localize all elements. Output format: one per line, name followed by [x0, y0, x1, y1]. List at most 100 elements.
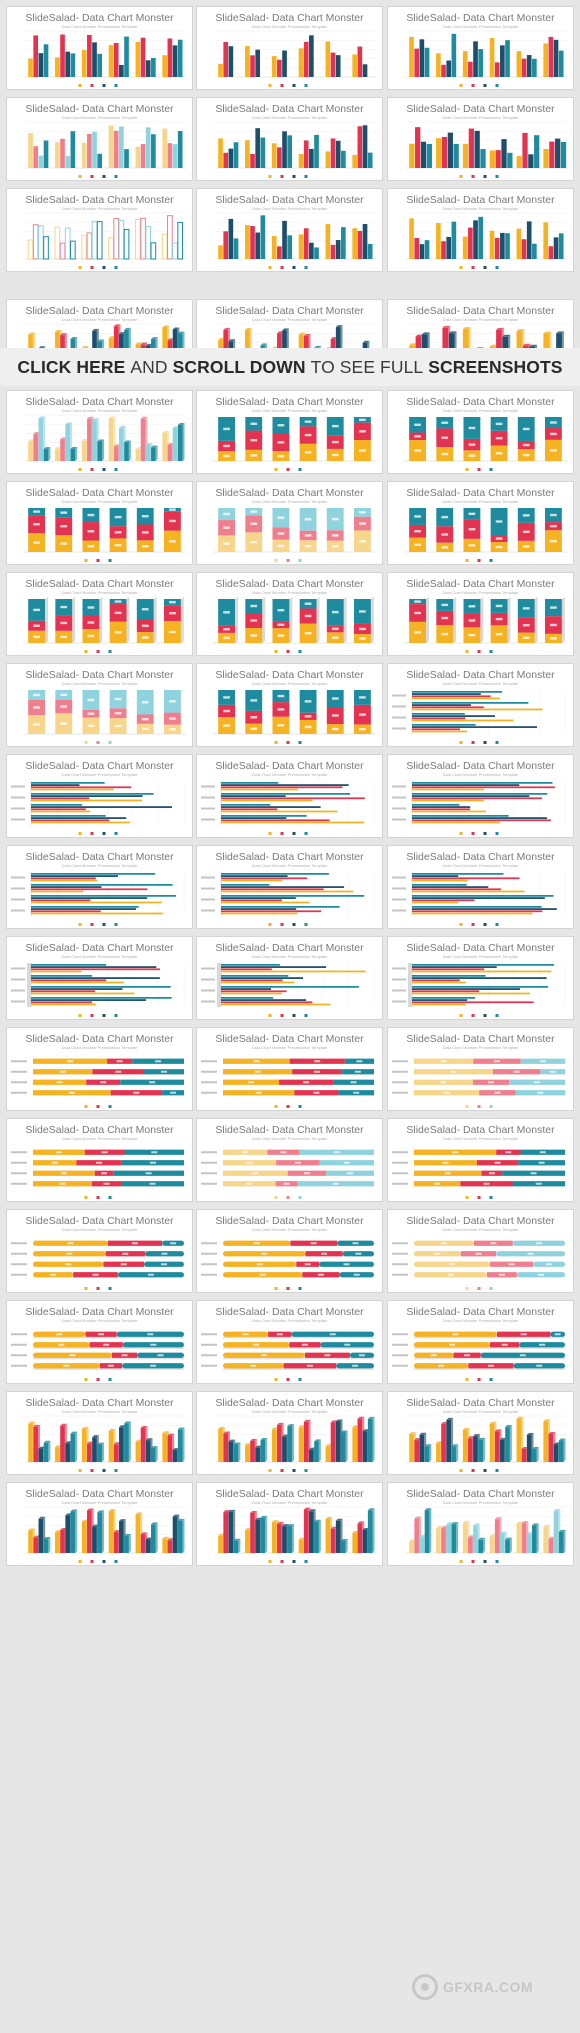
chart-bar	[150, 242, 157, 260]
chart-bar	[221, 877, 308, 880]
chart-bar	[409, 218, 414, 259]
chart-bar	[495, 150, 501, 168]
chart-bar	[412, 990, 480, 993]
slide-thumbnail[interactable]: SlideSalad- Data Chart Monster Data Chart…	[387, 1027, 574, 1111]
chart-bar	[151, 57, 156, 77]
slide-thumbnail[interactable]: SlideSalad- Data Chart Monster Data Chart…	[6, 754, 193, 838]
slide-thumbnail[interactable]: SlideSalad- Data Chart Monster Data Chart…	[387, 188, 574, 272]
slide-thumbnail[interactable]: SlideSalad- Data Chart Monster Data Chart…	[387, 6, 574, 90]
chart-bar	[314, 247, 319, 259]
slide-thumbnail[interactable]: SlideSalad- Data Chart Monster Data Chart…	[6, 663, 193, 747]
slide-thumbnail[interactable]: SlideSalad- Data Chart Monster Data Chart…	[196, 845, 383, 929]
slide-thumbnail[interactable]: SlideSalad- Data Chart Monster Data Chart…	[6, 188, 193, 272]
slide-thumbnail[interactable]: SlideSalad- Data Chart Monster Data Chart…	[6, 1209, 193, 1293]
slide-thumbnail[interactable]: SlideSalad- Data Chart Monster Data Chart…	[6, 6, 193, 90]
thumbnail-chart	[215, 1415, 376, 1472]
slide-thumbnail[interactable]: SlideSalad- Data Chart Monster Data Chart…	[6, 936, 193, 1020]
thumbnail-subtitle: Data Chart Monster Presentation Template	[61, 24, 138, 29]
slide-thumbnail[interactable]: SlideSalad- Data Chart Monster Data Chart…	[196, 1300, 383, 1384]
slide-thumbnail[interactable]: SlideSalad- Data Chart Monster Data Chart…	[196, 1391, 383, 1475]
slide-thumbnail[interactable]: SlideSalad- Data Chart Monster Data Chart…	[387, 936, 574, 1020]
slide-thumbnail[interactable]: SlideSalad- Data Chart Monster Data Chart…	[6, 97, 193, 181]
chart-bar	[113, 446, 119, 461]
chart-bar	[221, 901, 310, 904]
slide-thumbnail[interactable]: SlideSalad- Data Chart Monster Data Chart…	[6, 481, 193, 565]
thumbnail-chart	[11, 1240, 184, 1290]
banner-and: AND	[130, 356, 168, 377]
slide-thumbnail[interactable]: SlideSalad- Data Chart Monster Data Chart…	[6, 1300, 193, 1384]
slide-thumbnail[interactable]: SlideSalad- Data Chart Monster Data Chart…	[196, 572, 383, 656]
scroll-banner[interactable]: CLICK HERE AND SCROLL DOWN TO SEE FULL S…	[0, 348, 580, 386]
chart-bar	[412, 799, 484, 802]
slide-thumbnail[interactable]: SlideSalad- Data Chart Monster Data Chart…	[196, 390, 383, 474]
slide-thumbnail[interactable]: SlideSalad- Data Chart Monster Data Chart…	[196, 754, 383, 838]
chart-bar	[113, 1444, 119, 1462]
chart-bar	[223, 1433, 229, 1462]
chart-bar	[221, 784, 349, 786]
chart-bar	[31, 966, 157, 968]
slide-thumbnail[interactable]: SlideSalad- Data Chart Monster Data Chart…	[6, 1118, 193, 1202]
slide-thumbnail[interactable]: SlideSalad- Data Chart Monster Data Chart…	[387, 1209, 574, 1293]
chart-bar	[409, 1434, 414, 1462]
chart-bar	[31, 897, 148, 899]
slide-thumbnail[interactable]: SlideSalad- Data Chart Monster Data Chart…	[387, 1118, 574, 1202]
thumbnail-title: SlideSalad- Data Chart Monster	[25, 487, 174, 499]
chart-bar	[31, 817, 127, 819]
slide-thumbnail[interactable]: SlideSalad- Data Chart Monster Data Chart…	[387, 572, 574, 656]
slide-thumbnail[interactable]: SlideSalad- Data Chart Monster Data Chart…	[196, 188, 383, 272]
slide-thumbnail[interactable]: SlideSalad- Data Chart Monster Data Chart…	[6, 1482, 193, 1566]
chart-bar	[352, 1532, 358, 1553]
chart-bar	[309, 1511, 314, 1553]
slide-thumbnail[interactable]: SlideSalad- Data Chart Monster Data Chart…	[196, 1118, 383, 1202]
slide-thumbnail[interactable]: SlideSalad- Data Chart Monster Data Chart…	[196, 481, 383, 565]
chart-bar	[221, 793, 350, 795]
chart-bar	[412, 728, 461, 731]
chart-bar	[412, 979, 460, 982]
chart-bar	[65, 424, 71, 461]
chart-bar	[412, 719, 514, 722]
chart-bar	[412, 908, 557, 910]
slide-thumbnail[interactable]: SlideSalad- Data Chart Monster Data Chart…	[6, 845, 193, 929]
chart-bar	[31, 968, 160, 971]
slide-thumbnail[interactable]: SlideSalad- Data Chart Monster Data Chart…	[196, 97, 383, 181]
slide-thumbnail[interactable]: SlideSalad- Data Chart Monster Data Chart…	[387, 1300, 574, 1384]
slide-thumbnail[interactable]: SlideSalad- Data Chart Monster Data Chart…	[387, 663, 574, 747]
chart-bar	[172, 428, 178, 461]
slide-thumbnail[interactable]: SlideSalad- Data Chart Monster Data Chart…	[6, 1391, 193, 1475]
slide-thumbnail[interactable]: SlideSalad- Data Chart Monster Data Chart…	[196, 6, 383, 90]
slide-thumbnail[interactable]: SlideSalad- Data Chart Monster Data Chart…	[387, 754, 574, 838]
thumbnail-chart	[25, 1415, 186, 1472]
chart-bar	[325, 224, 331, 259]
chart-bar	[113, 218, 120, 260]
slide-thumbnail[interactable]: SlideSalad- Data Chart Monster Data Chart…	[387, 97, 574, 181]
slide-thumbnail[interactable]: SlideSalad- Data Chart Monster Data Chart…	[196, 1482, 383, 1566]
thumbnail-subtitle: Data Chart Monster Presentation Template	[251, 863, 328, 868]
slide-thumbnail[interactable]: SlideSalad- Data Chart Monster Data Chart…	[196, 1027, 383, 1111]
chart-bar	[221, 981, 295, 984]
slide-thumbnail[interactable]: SlideSalad- Data Chart Monster Data Chart…	[387, 390, 574, 474]
slide-thumbnail[interactable]: SlideSalad- Data Chart Monster Data Chart…	[387, 1482, 574, 1566]
chart-bar	[31, 797, 90, 800]
slide-thumbnail[interactable]: SlideSalad- Data Chart Monster Data Chart…	[6, 1027, 193, 1111]
slide-thumbnail[interactable]: SlideSalad- Data Chart Monster Data Chart…	[387, 845, 574, 929]
slide-thumbnail[interactable]: SlideSalad- Data Chart Monster Data Chart…	[6, 572, 193, 656]
slide-thumbnail[interactable]: SlideSalad- Data Chart Monster Data Chart…	[196, 663, 383, 747]
slide-thumbnail[interactable]: SlideSalad- Data Chart Monster Data Chart…	[387, 1391, 574, 1475]
chart-bar	[223, 231, 229, 259]
chart-bar	[558, 1440, 564, 1462]
chart-bar	[412, 910, 543, 913]
chart-bar	[532, 1449, 537, 1462]
thumbnail-subtitle: Data Chart Monster Presentation Template	[442, 1318, 519, 1323]
chart-bar	[521, 239, 527, 259]
chart-bar	[414, 1518, 420, 1553]
slide-thumbnail[interactable]: SlideSalad- Data Chart Monster Data Chart…	[196, 1209, 383, 1293]
chart-bar	[145, 445, 151, 461]
slide-thumbnail[interactable]: SlideSalad- Data Chart Monster Data Chart…	[387, 481, 574, 565]
chart-bar	[55, 1447, 60, 1462]
thumbnail-subtitle: Data Chart Monster Presentation Template	[442, 499, 519, 504]
chart-bar	[271, 1429, 277, 1462]
slide-thumbnail[interactable]: SlideSalad- Data Chart Monster Data Chart…	[196, 936, 383, 1020]
slide-thumbnail[interactable]: SlideSalad- Data Chart Monster Data Chart…	[6, 390, 193, 474]
chart-bar	[97, 1444, 103, 1462]
chart-bar	[221, 906, 340, 908]
